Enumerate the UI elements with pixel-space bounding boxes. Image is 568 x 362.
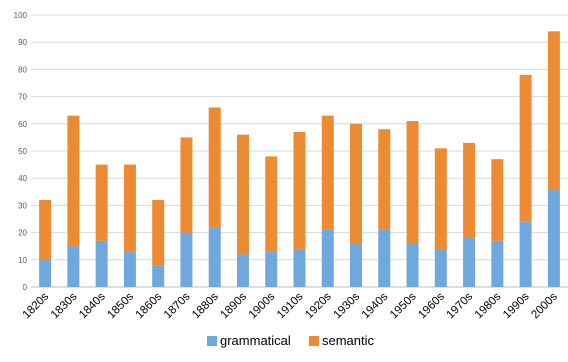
bar-semantic-1950s	[406, 121, 419, 244]
y-tick-label: 40	[18, 174, 27, 183]
y-tick-label: 90	[18, 38, 27, 47]
x-axis-ticks: 1820s1830s1840s1850s1860s1870s1880s1890s…	[21, 290, 561, 321]
bar-semantic-1870s	[180, 137, 193, 233]
bar-grammatical-1940s	[378, 229, 391, 287]
bar-grammatical-1820s	[39, 259, 52, 287]
bar-grammatical-1910s	[293, 248, 306, 287]
bar-grammatical-1990s	[519, 221, 532, 287]
x-tick-label: 1900s	[247, 290, 278, 321]
bar-grammatical-1980s	[491, 240, 504, 287]
y-tick-label: 70	[18, 93, 27, 102]
bar-semantic-1820s	[39, 199, 52, 260]
legend-swatch-grammatical	[207, 336, 217, 346]
x-tick-label: 1910s	[275, 290, 306, 321]
bar-semantic-1890s	[236, 134, 249, 255]
bar-grammatical-1930s	[350, 243, 363, 287]
bar-grammatical-1850s	[123, 251, 136, 287]
bar-grammatical-1830s	[67, 246, 80, 287]
x-tick-label: 1950s	[388, 290, 419, 321]
bar-semantic-1960s	[434, 148, 447, 249]
x-tick-label: 1850s	[105, 290, 136, 321]
x-tick-label: 2000s	[529, 290, 560, 321]
bar-semantic-1830s	[67, 115, 80, 247]
bar-semantic-1970s	[463, 142, 476, 239]
legend: grammatical semantic	[207, 333, 375, 348]
x-tick-label: 1960s	[416, 290, 447, 321]
bar-grammatical-1960s	[434, 248, 447, 287]
x-tick-label: 1970s	[445, 290, 476, 321]
bar-semantic-1990s	[519, 74, 532, 222]
x-tick-label: 1940s	[360, 290, 391, 321]
x-tick-label: 1860s	[134, 290, 165, 321]
bar-semantic-1940s	[378, 129, 391, 230]
y-tick-label: 50	[18, 147, 27, 156]
bar-grammatical-1860s	[152, 265, 165, 287]
bar-semantic-1930s	[350, 123, 363, 244]
x-tick-label: 1930s	[331, 290, 362, 321]
y-tick-label: 10	[18, 256, 27, 265]
bars	[39, 31, 560, 287]
bar-grammatical-2000s	[547, 189, 560, 287]
bar-grammatical-1840s	[95, 240, 108, 287]
y-tick-label: 20	[18, 229, 27, 238]
x-tick-label: 1920s	[303, 290, 334, 321]
x-tick-label: 1890s	[218, 290, 249, 321]
bar-semantic-2000s	[547, 31, 560, 190]
legend-swatch-semantic	[309, 336, 319, 346]
bar-semantic-1880s	[208, 107, 221, 228]
bar-grammatical-1870s	[180, 232, 193, 287]
y-tick-label: 60	[18, 120, 27, 129]
bar-grammatical-1890s	[236, 254, 249, 287]
x-tick-label: 1980s	[473, 290, 504, 321]
bar-semantic-1910s	[293, 131, 306, 249]
legend-label-grammatical: grammatical	[220, 333, 291, 348]
legend-label-semantic: semantic	[322, 333, 375, 348]
bar-grammatical-1900s	[265, 251, 278, 287]
y-tick-label: 80	[18, 65, 27, 74]
bar-semantic-1900s	[265, 156, 278, 252]
y-tick-label: 100	[14, 11, 28, 20]
bar-semantic-1920s	[321, 115, 334, 230]
bar-grammatical-1880s	[208, 227, 221, 287]
y-axis-ticks: 0 10 20 30 40 50 60 70 80 90 100	[14, 11, 28, 292]
x-tick-label: 1820s	[21, 290, 52, 321]
y-tick-label: 0	[23, 283, 28, 292]
bar-semantic-1860s	[152, 199, 165, 266]
x-tick-label: 1840s	[77, 290, 108, 321]
y-tick-label: 30	[18, 201, 27, 210]
bar-semantic-1980s	[491, 159, 504, 241]
bar-grammatical-1920s	[321, 229, 334, 287]
x-tick-label: 1990s	[501, 290, 532, 321]
bar-grammatical-1970s	[463, 238, 476, 287]
bar-grammatical-1950s	[406, 243, 419, 287]
x-tick-label: 1880s	[190, 290, 221, 321]
x-tick-label: 1830s	[49, 290, 80, 321]
x-tick-label: 1870s	[162, 290, 193, 321]
bar-semantic-1850s	[123, 164, 136, 252]
bar-semantic-1840s	[95, 164, 108, 241]
